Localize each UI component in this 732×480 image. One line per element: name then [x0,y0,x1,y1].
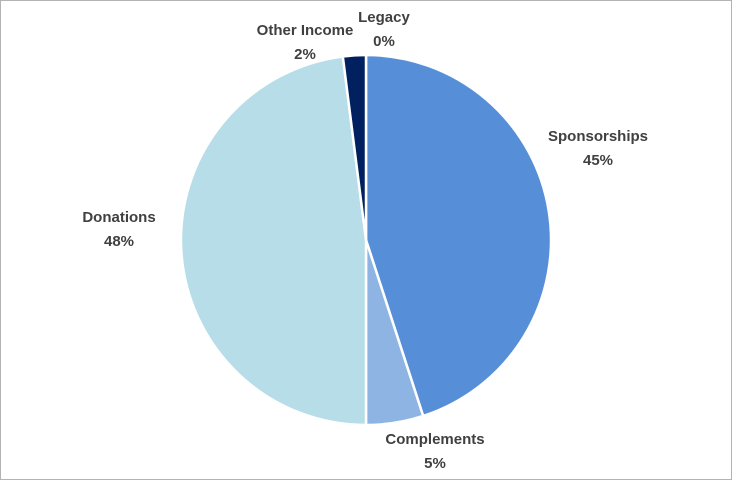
label-donations: Donations 48% [82,209,155,250]
slice-sponsorships [364,53,553,418]
label-donations-category: Donations [82,209,155,226]
label-other-income: Other Income 2% [257,22,354,63]
slice-donations [179,55,368,427]
label-legacy-category: Legacy [358,9,410,26]
pie-labels: Sponsorships 45% Complements 5% Donations 48%… [82,9,648,472]
label-other-income-category: Other Income [257,22,354,39]
label-donations-percent: 48% [104,233,134,250]
slice-other-income [341,53,368,242]
label-legacy-percent: 0% [373,33,395,50]
label-sponsorships-category: Sponsorships [548,128,648,145]
label-complements-category: Complements [385,431,484,448]
label-complements: Complements 5% [385,431,484,472]
label-sponsorships-percent: 45% [583,152,613,169]
label-other-income-percent: 2% [294,46,316,63]
label-legacy: Legacy 0% [358,9,410,50]
label-sponsorships: Sponsorships 45% [548,128,648,169]
label-complements-percent: 5% [424,455,446,472]
pie-slices [179,53,553,427]
